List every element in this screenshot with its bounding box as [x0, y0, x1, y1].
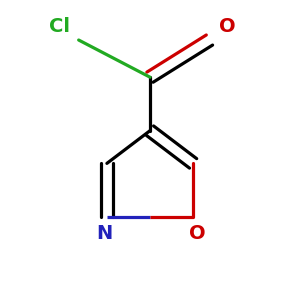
Text: O: O: [189, 224, 206, 243]
Text: O: O: [219, 17, 236, 36]
Text: N: N: [96, 224, 112, 243]
Text: Cl: Cl: [49, 17, 70, 36]
